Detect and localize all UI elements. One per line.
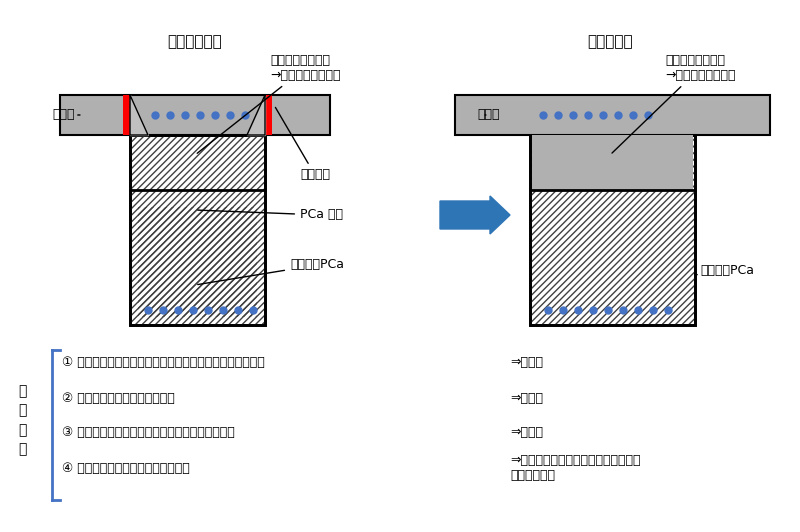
Text: ⇒　省略: ⇒ 省略 bbox=[510, 427, 543, 439]
Bar bbox=[265, 95, 272, 135]
Bar bbox=[530, 135, 695, 325]
Text: 梁上部：現場打ち
→梁下部と同じ強度: 梁上部：現場打ち →梁下部と同じ強度 bbox=[197, 54, 341, 153]
Bar bbox=[530, 135, 695, 325]
Text: スラブ: スラブ bbox=[478, 109, 500, 121]
Text: ⇒　梁・スラブ上部のコンクリートを
　　同時打設: ⇒ 梁・スラブ上部のコンクリートを 同時打設 bbox=[510, 454, 641, 482]
Text: ① 梁上部とスラブ上部を打ち分けるために止め型枠を設置: ① 梁上部とスラブ上部を打ち分けるために止め型枠を設置 bbox=[62, 356, 265, 370]
Text: 【従来工法】: 【従来工法】 bbox=[168, 35, 222, 49]
Bar bbox=[532, 135, 693, 190]
Text: ② 梁上部のコンクリートを打設: ② 梁上部のコンクリートを打設 bbox=[62, 392, 174, 404]
FancyArrow shape bbox=[440, 196, 510, 234]
Bar bbox=[138, 207, 257, 317]
Text: ⇒　省略: ⇒ 省略 bbox=[510, 392, 543, 404]
Bar bbox=[530, 135, 695, 325]
Text: 梁下部：PCa: 梁下部：PCa bbox=[695, 263, 754, 277]
Bar bbox=[455, 95, 770, 135]
Bar bbox=[60, 95, 330, 135]
Text: ③ コンクリート硬化後に止め型枠を解体（外す）: ③ コンクリート硬化後に止め型枠を解体（外す） bbox=[62, 427, 234, 439]
Bar bbox=[123, 95, 130, 135]
Bar bbox=[130, 135, 265, 325]
Bar bbox=[130, 135, 265, 325]
Text: 【本工法】: 【本工法】 bbox=[587, 35, 633, 49]
Bar bbox=[130, 135, 265, 325]
Text: 梁下部：PCa: 梁下部：PCa bbox=[198, 259, 344, 285]
Polygon shape bbox=[247, 95, 265, 135]
Text: スラブ: スラブ bbox=[53, 109, 80, 121]
Polygon shape bbox=[130, 95, 148, 135]
Text: PCa 床板: PCa 床板 bbox=[198, 209, 343, 221]
Text: ④ スラブ上部のコンクリートを打設: ④ スラブ上部のコンクリートを打設 bbox=[62, 461, 190, 475]
Text: ⇒　省略: ⇒ 省略 bbox=[510, 356, 543, 370]
Text: 梁上部：現場打ち
→スラブと同じ強度: 梁上部：現場打ち →スラブと同じ強度 bbox=[612, 54, 735, 153]
Text: 施
工
手
順: 施 工 手 順 bbox=[18, 384, 26, 456]
Text: 止め型枠: 止め型枠 bbox=[275, 107, 330, 181]
